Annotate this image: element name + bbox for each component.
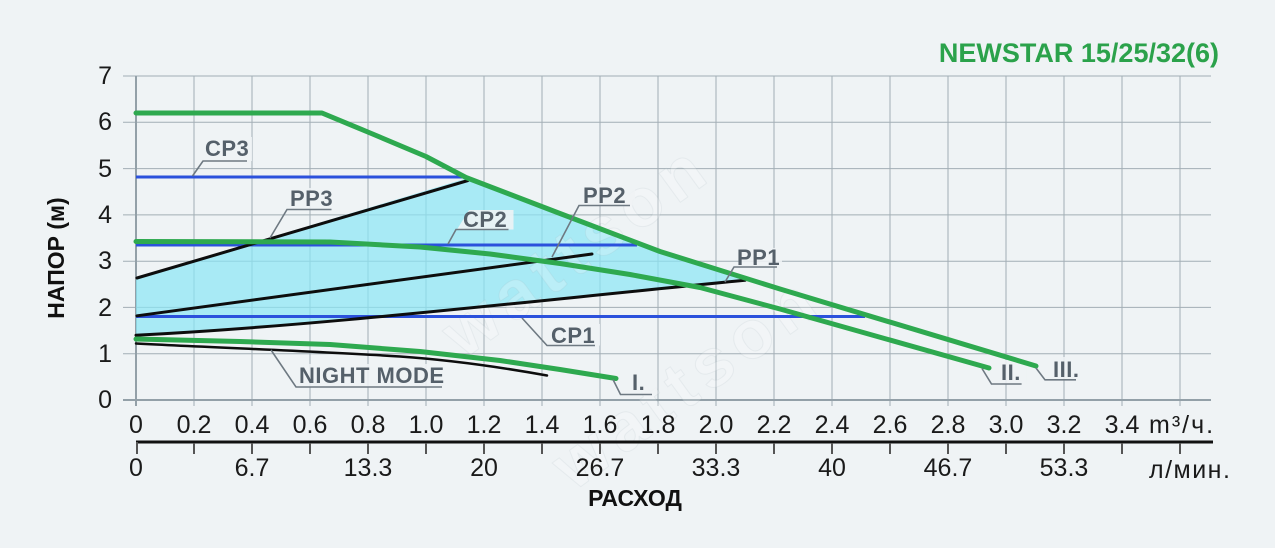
svg-text:2.6: 2.6: [873, 411, 908, 439]
svg-text:3.0: 3.0: [989, 411, 1024, 439]
svg-text:20: 20: [470, 454, 498, 482]
svg-text:3.4: 3.4: [1105, 411, 1140, 439]
svg-text:40: 40: [818, 454, 846, 482]
svg-text:РАСХОД: РАСХОД: [588, 485, 682, 511]
svg-text:NEWSTAR 15/25/32(6): NEWSTAR 15/25/32(6): [939, 38, 1219, 68]
svg-text:CP2: CP2: [463, 207, 507, 232]
svg-text:NIGHT MODE: NIGHT MODE: [299, 363, 445, 388]
svg-text:I.: I.: [632, 370, 645, 395]
svg-text:0.2: 0.2: [177, 411, 212, 439]
svg-text:26.7: 26.7: [576, 454, 625, 482]
svg-text:CP1: CP1: [551, 323, 595, 348]
svg-text:2.4: 2.4: [815, 411, 850, 439]
svg-text:PP1: PP1: [737, 245, 780, 270]
svg-text:PP2: PP2: [583, 183, 626, 208]
svg-text:II.: II.: [1001, 360, 1021, 385]
svg-text:1.8: 1.8: [641, 411, 676, 439]
svg-text:0.8: 0.8: [351, 411, 386, 439]
svg-text:III.: III.: [1053, 357, 1079, 382]
svg-text:2.2: 2.2: [757, 411, 792, 439]
svg-text:5: 5: [98, 155, 112, 183]
svg-text:1.2: 1.2: [467, 411, 502, 439]
svg-text:0: 0: [129, 411, 143, 439]
svg-text:1: 1: [98, 340, 112, 368]
svg-text:6.7: 6.7: [235, 454, 270, 482]
svg-text:2.0: 2.0: [699, 411, 734, 439]
svg-text:2.8: 2.8: [931, 411, 966, 439]
svg-text:л/мин.: л/мин.: [1149, 456, 1231, 484]
svg-text:53.3: 53.3: [1040, 454, 1089, 482]
svg-text:7: 7: [98, 62, 112, 90]
svg-text:3.2: 3.2: [1047, 411, 1082, 439]
svg-text:НАПОР (м): НАПОР (м): [43, 197, 69, 318]
svg-text:CP3: CP3: [205, 136, 249, 161]
svg-text:2: 2: [98, 294, 112, 322]
svg-text:0.4: 0.4: [235, 411, 270, 439]
svg-text:4: 4: [98, 201, 112, 229]
svg-text:1.4: 1.4: [525, 411, 560, 439]
svg-text:13.3: 13.3: [344, 454, 393, 482]
svg-text:0: 0: [129, 454, 143, 482]
svg-text:6: 6: [98, 108, 112, 136]
svg-text:1.0: 1.0: [409, 411, 444, 439]
svg-text:33.3: 33.3: [692, 454, 741, 482]
svg-text:PP3: PP3: [290, 186, 333, 211]
svg-text:3: 3: [98, 247, 112, 275]
svg-text:0.6: 0.6: [293, 411, 328, 439]
svg-text:m³/ч.: m³/ч.: [1149, 411, 1215, 439]
svg-text:0: 0: [98, 386, 112, 414]
svg-text:46.7: 46.7: [924, 454, 973, 482]
svg-text:1.6: 1.6: [583, 411, 618, 439]
